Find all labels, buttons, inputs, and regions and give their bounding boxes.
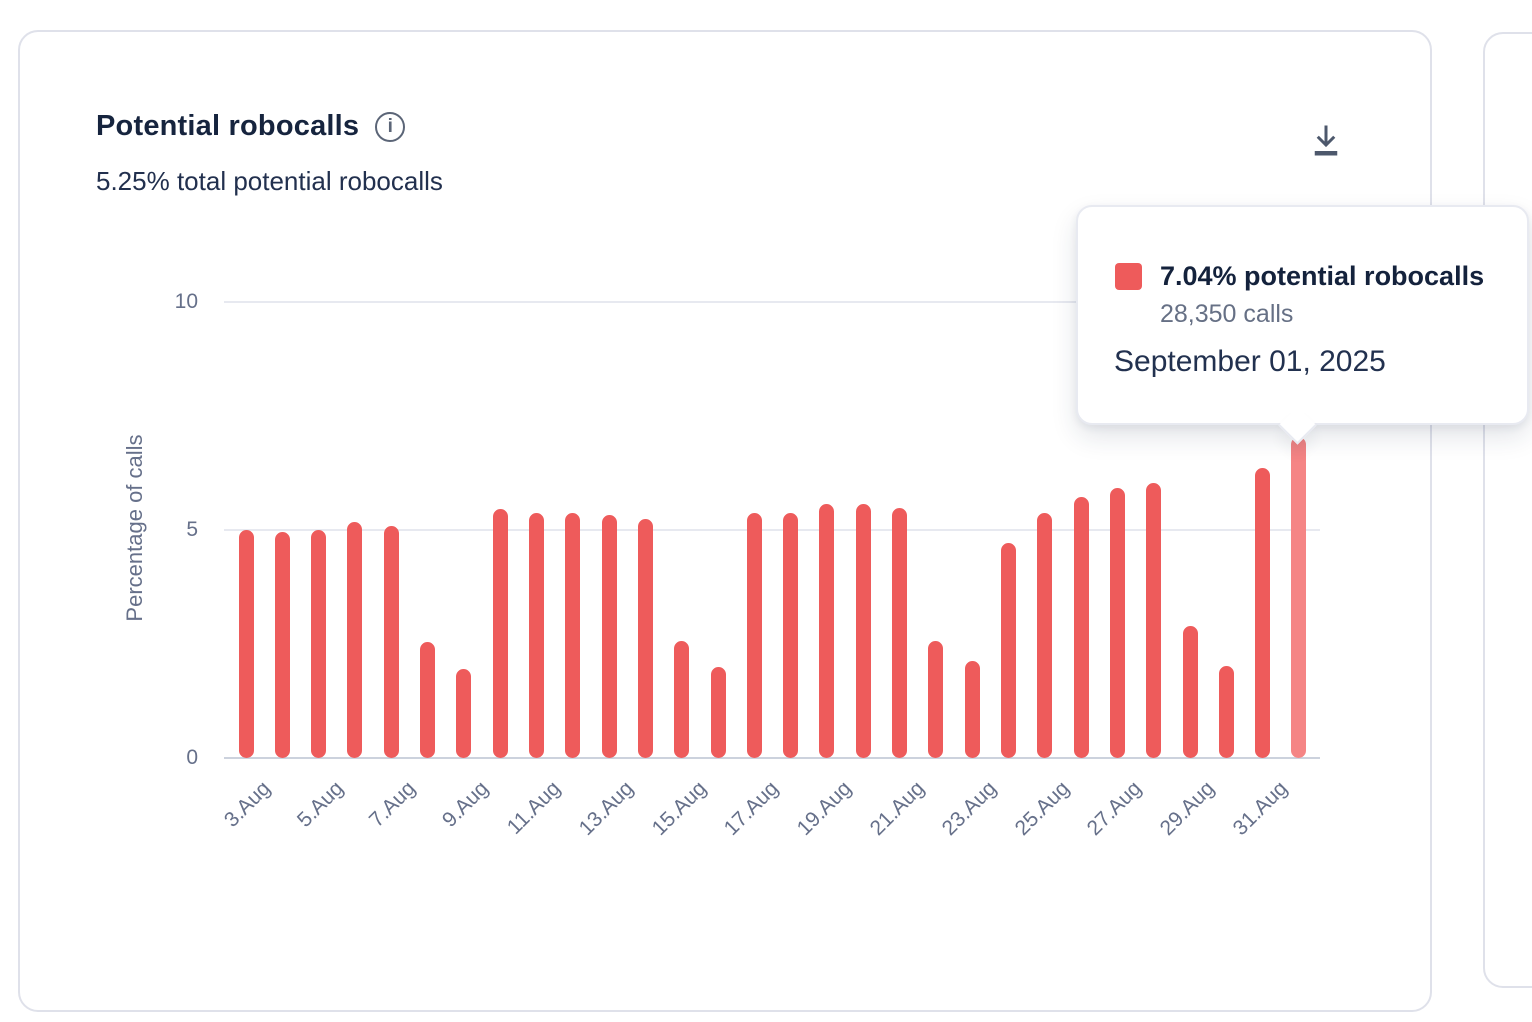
bar-aug-16[interactable] [710,666,726,758]
bar-aug-25[interactable] [1037,512,1053,758]
bar-aug-13[interactable] [601,514,617,758]
robocalls-card: Potential robocalls i 5.25% total potent… [18,30,1432,1012]
bar-aug-22[interactable] [928,640,944,758]
tooltip-series-swatch [1115,263,1142,290]
bar-chart: Percentage of calls 0 5 10 3.Aug 5.Aug 7.Aug 9… [20,32,1434,1014]
download-icon [1314,125,1338,156]
y-axis-tick-label: 10 [174,290,198,313]
card-title: Potential robocalls [96,110,360,142]
bar-aug-4[interactable] [274,532,290,758]
bar-aug-29[interactable] [1182,625,1198,758]
bar-aug-10[interactable] [492,509,508,758]
bar-aug-20[interactable] [855,503,871,758]
bar-aug-8[interactable] [420,641,436,758]
download-button[interactable] [1302,116,1350,168]
chart-tooltip: 7.04% potential robocalls 28,350 calls S… [1076,205,1529,445]
bar-aug-26[interactable] [1073,497,1089,758]
card-subtitle: 5.25% total potential robocalls [96,166,443,196]
bar-aug-30[interactable] [1218,665,1234,758]
bar-aug-17[interactable] [746,513,762,758]
bar-aug-6[interactable] [347,521,363,758]
bar-aug-9[interactable] [456,669,472,758]
adjacent-card [1483,32,1532,988]
card-header: Potential robocalls i [96,110,406,143]
bar-aug-7[interactable] [383,526,399,758]
bar-aug-19[interactable] [819,504,835,758]
bar-aug-27[interactable] [1109,488,1125,758]
bar-aug-18[interactable] [783,513,799,758]
gridline-10 [224,301,1320,303]
tooltip-value: 7.04% potential robocalls [1160,261,1485,291]
bar-aug-11[interactable] [528,513,544,758]
tooltip-calls-count: 28,350 calls [1160,300,1294,328]
y-axis-tick-label: 0 [186,746,198,769]
y-axis-tick-label: 5 [186,518,198,541]
bar-aug-3[interactable] [238,530,254,758]
bar-aug-24[interactable] [1001,542,1016,758]
bar-sep-1[interactable] [1291,436,1307,758]
bar-aug-14[interactable] [637,518,653,758]
tooltip-date: September 01, 2025 [1114,345,1386,378]
bar-aug-5[interactable] [311,530,327,758]
bar-aug-21[interactable] [892,508,908,758]
bar-aug-31[interactable] [1255,468,1271,758]
bar-aug-12[interactable] [565,513,581,758]
info-icon[interactable]: i [375,111,406,142]
bar-aug-28[interactable] [1146,483,1162,758]
gridline-0 [224,757,1320,759]
gridline-5 [224,529,1320,531]
bar-aug-23[interactable] [964,660,980,758]
bar-aug-15[interactable] [674,640,690,758]
